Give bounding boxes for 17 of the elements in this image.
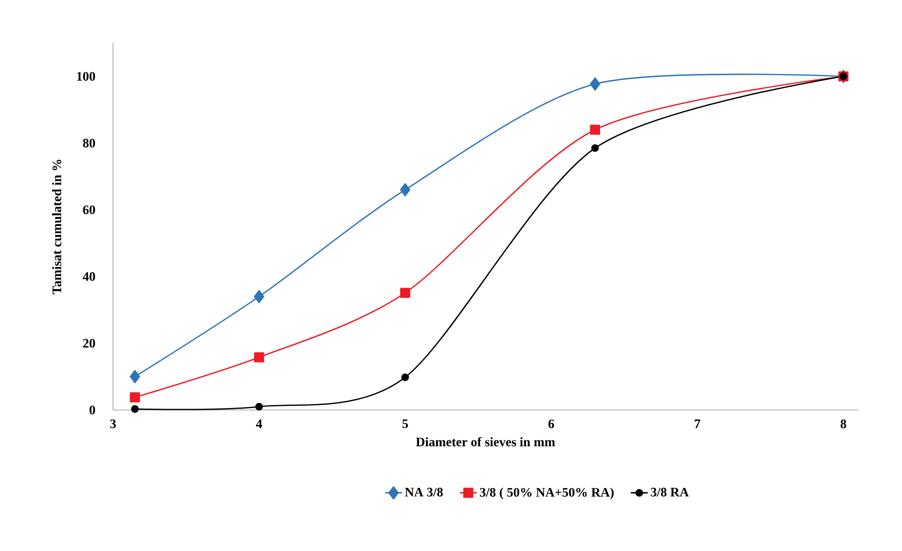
y-tick-label: 0 xyxy=(90,406,96,414)
x-tick-label: 6 xyxy=(548,419,554,428)
legend-label: 3/8 RA xyxy=(650,488,689,497)
y-tick-label: 100 xyxy=(77,72,96,81)
x-tick-label: 7 xyxy=(694,419,700,428)
y-tick-label: 40 xyxy=(82,272,96,281)
y-tick-label: 60 xyxy=(83,205,96,214)
legend-label: NA 3/8 xyxy=(404,488,443,497)
x-tick-label: 4 xyxy=(256,419,262,428)
x-tick-label: 8 xyxy=(840,420,846,428)
x-tick-label: 5 xyxy=(402,419,408,428)
legend-label: 3/8 ( 50% NA+50% RA) xyxy=(480,488,614,500)
y-tick-label: 20 xyxy=(83,338,96,348)
y-tick-label: 80 xyxy=(83,138,96,148)
x-tick-label: 3 xyxy=(110,419,116,428)
y-axis-title: Tamisat cumulated in % xyxy=(52,160,62,294)
x-axis-title: Diameter of sieves in mm xyxy=(416,437,556,446)
